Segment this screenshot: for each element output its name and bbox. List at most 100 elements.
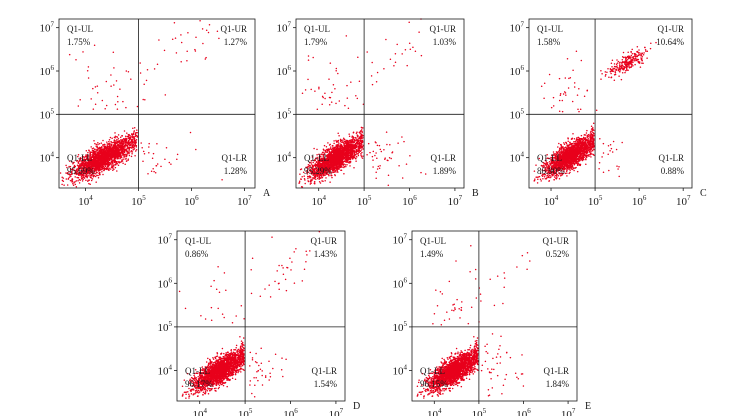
scatter-point	[148, 151, 150, 154]
scatter-point	[114, 143, 117, 146]
scatter-point	[360, 133, 363, 136]
scatter-point	[104, 108, 106, 110]
scatter-point	[89, 183, 91, 185]
scatter-point	[119, 152, 121, 154]
scatter-point	[90, 179, 93, 182]
scatter-point	[132, 142, 134, 145]
scatter-point	[189, 131, 192, 134]
scatter-point	[328, 104, 331, 106]
scatter-point	[347, 107, 350, 110]
scatter-point	[66, 184, 69, 186]
scatter-point	[97, 162, 99, 164]
x-tick-label: 105	[357, 194, 372, 208]
scatter-point	[355, 95, 357, 97]
scatter-point	[94, 161, 96, 163]
scatter-point	[372, 166, 374, 168]
scatter-point	[99, 156, 102, 158]
scatter-point	[116, 135, 118, 138]
scatter-point	[334, 167, 337, 169]
scatter-point	[352, 146, 355, 149]
scatter-point	[336, 158, 339, 160]
scatter-point	[310, 182, 312, 184]
scatter-point	[116, 162, 119, 165]
scatter-point	[366, 153, 368, 156]
scatter-point	[346, 140, 349, 142]
scatter-point	[321, 176, 324, 179]
scatter-point	[126, 144, 129, 147]
scatter-point	[377, 165, 380, 168]
scatter-point	[113, 151, 115, 153]
scatter-point	[358, 151, 360, 154]
scatter-point	[401, 53, 403, 55]
scatter-point	[101, 170, 103, 173]
scatter-point	[372, 159, 374, 161]
scatter-point	[108, 143, 110, 146]
scatter-point	[122, 143, 124, 146]
scatter-point	[100, 162, 102, 164]
scatter-point	[304, 89, 307, 91]
scatter-point	[343, 144, 346, 147]
scatter-point	[100, 142, 103, 144]
scatter-point	[91, 162, 93, 165]
scatter-point	[94, 172, 97, 175]
scatter-point	[113, 136, 116, 139]
scatter-point	[345, 145, 348, 148]
scatter-point	[117, 164, 120, 167]
scatter-point	[142, 160, 144, 162]
scatter-point	[340, 156, 342, 158]
scatter-point	[101, 168, 103, 171]
scatter-point	[74, 176, 76, 178]
scatter-point	[345, 139, 347, 142]
quadrant-lr-percent: 1.89%	[433, 166, 457, 176]
quadrant-ll-percent: 95.29%	[304, 166, 332, 176]
scatter-point	[335, 139, 337, 142]
scatter-point	[342, 149, 345, 151]
scatter-point	[135, 146, 138, 148]
scatter-point	[133, 137, 136, 140]
scatter-point	[99, 166, 101, 169]
scatter-point	[374, 141, 377, 143]
scatter-point	[344, 160, 346, 162]
scatter-point	[115, 152, 118, 155]
scatter-point	[127, 139, 130, 142]
scatter-point	[202, 42, 204, 45]
scatter-point	[63, 184, 65, 186]
scatter-point	[342, 139, 344, 141]
scatter-point	[194, 50, 197, 52]
scatter-point	[133, 148, 136, 150]
scatter-point	[97, 143, 99, 146]
scatter-point	[330, 148, 332, 151]
scatter-point	[339, 150, 341, 153]
scatter-point	[301, 175, 303, 178]
scatter-point	[180, 60, 182, 63]
y-tick-label: 105	[40, 107, 55, 121]
x-tick-label: 105	[131, 194, 146, 208]
scatter-point	[360, 155, 363, 158]
scatter-point	[114, 164, 117, 166]
scatter-point	[334, 173, 336, 176]
scatter-point	[389, 143, 391, 146]
scatter-point	[336, 145, 339, 148]
scatter-point	[362, 148, 364, 150]
scatter-point	[123, 156, 126, 158]
scatter-point	[343, 152, 345, 154]
scatter-point	[328, 78, 330, 80]
scatter-point	[123, 144, 126, 146]
scatter-point	[309, 176, 311, 179]
scatter-point	[353, 145, 356, 147]
scatter-point	[151, 157, 154, 159]
scatter-point	[121, 140, 124, 142]
scatter-point	[125, 160, 128, 162]
scatter-point	[204, 58, 207, 60]
scatter-point	[173, 22, 176, 24]
scatter-point	[135, 132, 137, 134]
scatter-point	[360, 141, 363, 144]
scatter-point	[362, 155, 364, 157]
scatter-point	[350, 141, 352, 144]
scatter-point	[375, 171, 377, 174]
scatter-point	[130, 155, 133, 158]
scatter-point	[393, 65, 395, 67]
scatter-point	[343, 140, 346, 143]
